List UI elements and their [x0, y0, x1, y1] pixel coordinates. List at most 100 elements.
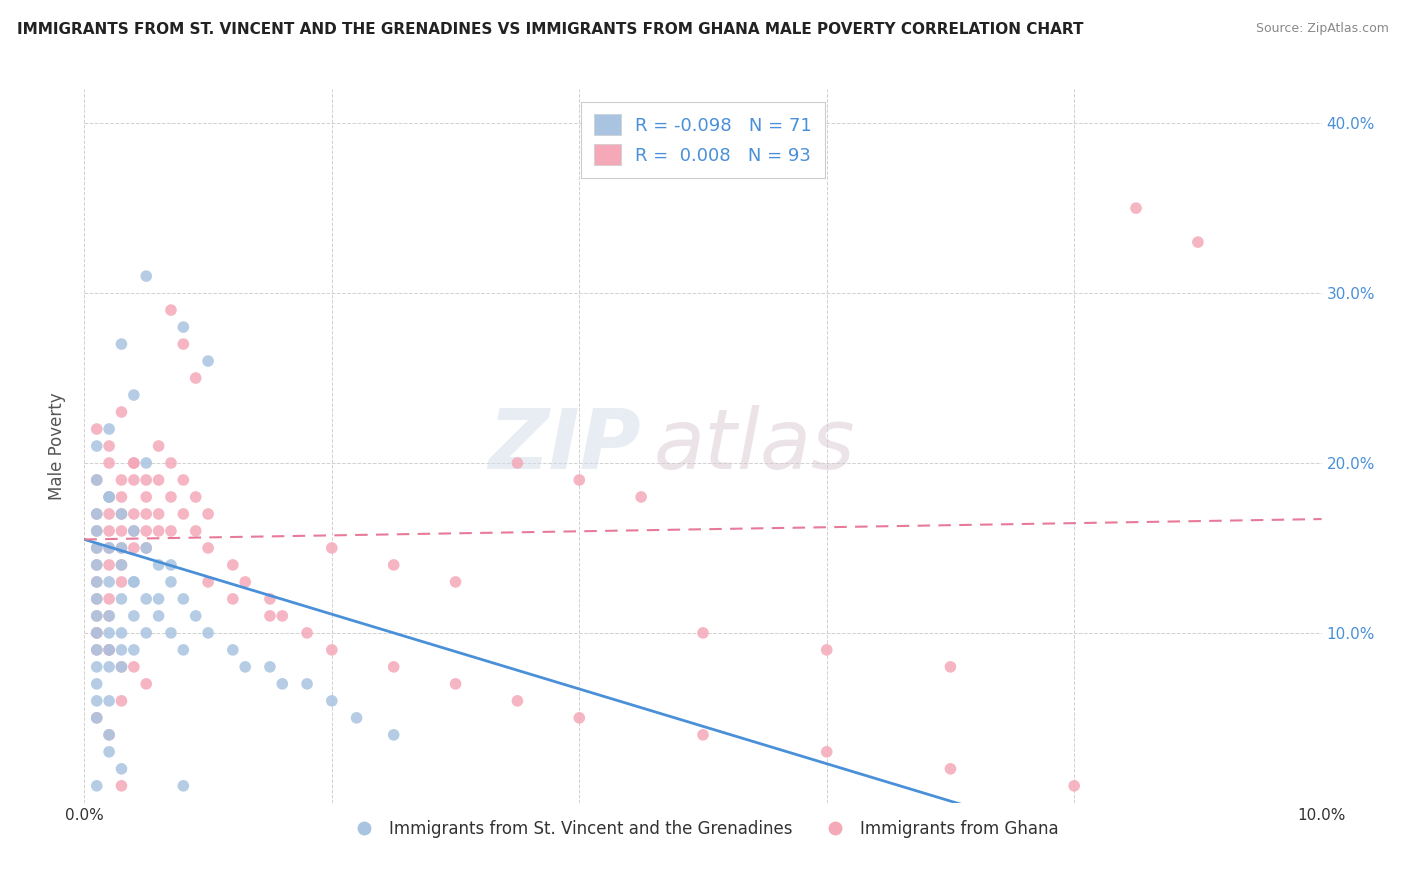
Point — [86, 558, 108, 572]
Point — [98, 591, 121, 606]
Point — [184, 490, 207, 504]
Point — [98, 490, 121, 504]
Point — [197, 626, 219, 640]
Point — [135, 490, 157, 504]
Point — [233, 660, 256, 674]
Point — [259, 608, 281, 623]
Point — [692, 626, 714, 640]
Point — [98, 490, 121, 504]
Point — [160, 626, 183, 640]
Point — [233, 574, 256, 589]
Point — [197, 574, 219, 589]
Point — [122, 456, 145, 470]
Point — [184, 371, 207, 385]
Point — [110, 558, 132, 572]
Point — [86, 694, 108, 708]
Point — [110, 574, 132, 589]
Point — [939, 762, 962, 776]
Point — [86, 422, 108, 436]
Point — [110, 626, 132, 640]
Point — [321, 643, 343, 657]
Point — [98, 507, 121, 521]
Point — [1063, 779, 1085, 793]
Point — [86, 711, 108, 725]
Point — [86, 558, 108, 572]
Point — [98, 574, 121, 589]
Point — [122, 456, 145, 470]
Point — [98, 456, 121, 470]
Point — [110, 405, 132, 419]
Point — [122, 541, 145, 555]
Point — [122, 608, 145, 623]
Point — [98, 490, 121, 504]
Point — [98, 643, 121, 657]
Point — [110, 643, 132, 657]
Point — [160, 524, 183, 538]
Point — [382, 558, 405, 572]
Point — [86, 626, 108, 640]
Point — [160, 574, 183, 589]
Point — [110, 779, 132, 793]
Point — [86, 677, 108, 691]
Point — [815, 643, 838, 657]
Point — [197, 354, 219, 368]
Point — [172, 779, 194, 793]
Point — [135, 269, 157, 284]
Point — [110, 337, 132, 351]
Point — [86, 608, 108, 623]
Point — [172, 591, 194, 606]
Point — [172, 320, 194, 334]
Point — [98, 541, 121, 555]
Point — [86, 439, 108, 453]
Point — [160, 558, 183, 572]
Point — [630, 490, 652, 504]
Point — [110, 660, 132, 674]
Point — [110, 694, 132, 708]
Point — [98, 524, 121, 538]
Point — [172, 643, 194, 657]
Point — [122, 643, 145, 657]
Point — [98, 608, 121, 623]
Point — [568, 473, 591, 487]
Point — [135, 626, 157, 640]
Point — [321, 541, 343, 555]
Point — [110, 541, 132, 555]
Point — [148, 591, 170, 606]
Point — [271, 677, 294, 691]
Point — [939, 660, 962, 674]
Point — [259, 591, 281, 606]
Point — [222, 558, 245, 572]
Point — [172, 337, 194, 351]
Point — [122, 473, 145, 487]
Point — [135, 591, 157, 606]
Point — [98, 439, 121, 453]
Point — [122, 660, 145, 674]
Point — [295, 626, 318, 640]
Point — [86, 574, 108, 589]
Point — [1125, 201, 1147, 215]
Point — [295, 677, 318, 691]
Point — [98, 728, 121, 742]
Point — [86, 541, 108, 555]
Point — [135, 541, 157, 555]
Point — [98, 694, 121, 708]
Point — [1187, 235, 1209, 249]
Point — [86, 507, 108, 521]
Point — [148, 473, 170, 487]
Point — [98, 643, 121, 657]
Point — [444, 574, 467, 589]
Point — [815, 745, 838, 759]
Point — [86, 643, 108, 657]
Point — [506, 694, 529, 708]
Point — [98, 660, 121, 674]
Point — [86, 473, 108, 487]
Point — [197, 541, 219, 555]
Point — [98, 626, 121, 640]
Point — [110, 473, 132, 487]
Point — [86, 591, 108, 606]
Point — [135, 677, 157, 691]
Text: IMMIGRANTS FROM ST. VINCENT AND THE GRENADINES VS IMMIGRANTS FROM GHANA MALE POV: IMMIGRANTS FROM ST. VINCENT AND THE GREN… — [17, 22, 1084, 37]
Point — [86, 626, 108, 640]
Point — [86, 574, 108, 589]
Point — [110, 490, 132, 504]
